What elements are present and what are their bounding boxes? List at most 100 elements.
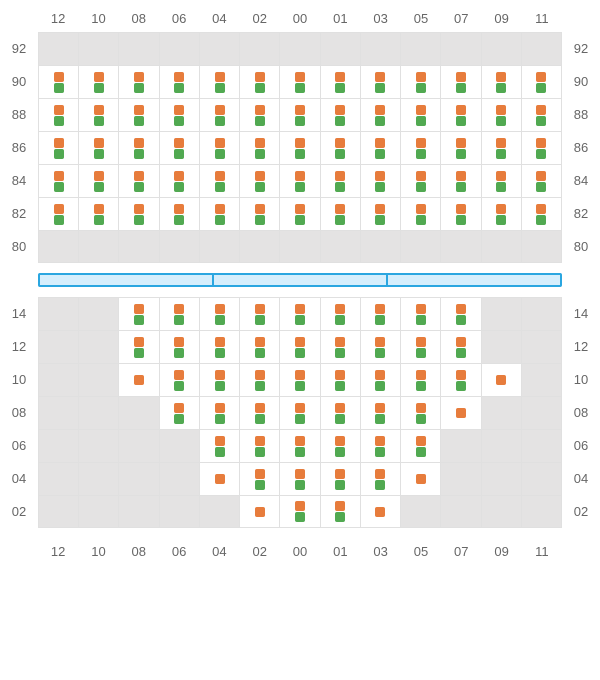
seat-cell[interactable] (240, 165, 280, 197)
seat-cell[interactable] (401, 331, 441, 363)
seat-cell[interactable] (280, 397, 320, 429)
seat-cell[interactable] (240, 99, 280, 131)
seat-cell[interactable] (321, 66, 361, 98)
seat-cell[interactable] (441, 99, 481, 131)
seat-cell[interactable] (160, 364, 200, 396)
seat-cell[interactable] (401, 463, 441, 495)
seat-cell[interactable] (119, 331, 159, 363)
seat-cell[interactable] (361, 66, 401, 98)
seat-cell[interactable] (321, 198, 361, 230)
seat-cell[interactable] (119, 165, 159, 197)
seat-cell[interactable] (160, 397, 200, 429)
seat-cell[interactable] (321, 463, 361, 495)
seat-cell[interactable] (240, 463, 280, 495)
seat-cell[interactable] (441, 397, 481, 429)
seat-cell[interactable] (240, 430, 280, 462)
seat-cell[interactable] (200, 165, 240, 197)
seat-cell[interactable] (160, 99, 200, 131)
seat-cell[interactable] (200, 364, 240, 396)
seat-cell[interactable] (441, 364, 481, 396)
seat-cell[interactable] (119, 66, 159, 98)
seat-cell[interactable] (361, 364, 401, 396)
seat-cell[interactable] (200, 331, 240, 363)
seat-cell[interactable] (39, 198, 79, 230)
seat-cell[interactable] (280, 198, 320, 230)
seat-cell[interactable] (240, 364, 280, 396)
seat-cell[interactable] (280, 298, 320, 330)
seat-cell[interactable] (441, 132, 481, 164)
seat-cell[interactable] (401, 364, 441, 396)
seat-cell[interactable] (200, 397, 240, 429)
seat-cell[interactable] (401, 99, 441, 131)
seat-cell[interactable] (240, 331, 280, 363)
seat-cell[interactable] (160, 198, 200, 230)
seat-cell[interactable] (482, 132, 522, 164)
seat-cell[interactable] (482, 165, 522, 197)
seat-cell[interactable] (361, 298, 401, 330)
seat-cell[interactable] (240, 397, 280, 429)
seat-cell[interactable] (361, 496, 401, 527)
seat-cell[interactable] (39, 165, 79, 197)
seat-cell[interactable] (39, 99, 79, 131)
seat-cell[interactable] (79, 132, 119, 164)
seat-cell[interactable] (79, 99, 119, 131)
seat-cell[interactable] (361, 463, 401, 495)
seat-cell[interactable] (240, 132, 280, 164)
seat-cell[interactable] (280, 132, 320, 164)
seat-cell[interactable] (401, 132, 441, 164)
seat-cell[interactable] (321, 331, 361, 363)
seat-cell[interactable] (79, 165, 119, 197)
seat-cell[interactable] (39, 132, 79, 164)
seat-cell[interactable] (240, 298, 280, 330)
seat-cell[interactable] (240, 66, 280, 98)
seat-cell[interactable] (240, 496, 280, 527)
seat-cell[interactable] (361, 397, 401, 429)
seat-cell[interactable] (361, 132, 401, 164)
seat-cell[interactable] (280, 463, 320, 495)
seat-cell[interactable] (321, 99, 361, 131)
seat-cell[interactable] (280, 430, 320, 462)
seat-cell[interactable] (200, 463, 240, 495)
seat-cell[interactable] (401, 66, 441, 98)
seat-cell[interactable] (200, 132, 240, 164)
seat-cell[interactable] (401, 198, 441, 230)
seat-cell[interactable] (119, 198, 159, 230)
seat-cell[interactable] (361, 331, 401, 363)
seat-cell[interactable] (160, 165, 200, 197)
seat-cell[interactable] (119, 364, 159, 396)
seat-cell[interactable] (321, 298, 361, 330)
seat-cell[interactable] (79, 66, 119, 98)
seat-cell[interactable] (522, 132, 562, 164)
seat-cell[interactable] (441, 331, 481, 363)
seat-cell[interactable] (482, 364, 522, 396)
seat-cell[interactable] (200, 66, 240, 98)
seat-cell[interactable] (160, 66, 200, 98)
seat-cell[interactable] (522, 66, 562, 98)
seat-cell[interactable] (280, 331, 320, 363)
seat-cell[interactable] (280, 364, 320, 396)
seat-cell[interactable] (200, 430, 240, 462)
seat-cell[interactable] (441, 165, 481, 197)
seat-cell[interactable] (361, 99, 401, 131)
seat-cell[interactable] (522, 165, 562, 197)
seat-cell[interactable] (321, 397, 361, 429)
seat-cell[interactable] (441, 198, 481, 230)
seat-cell[interactable] (441, 298, 481, 330)
seat-cell[interactable] (482, 99, 522, 131)
seat-cell[interactable] (321, 364, 361, 396)
seat-cell[interactable] (401, 430, 441, 462)
seat-cell[interactable] (522, 198, 562, 230)
seat-cell[interactable] (119, 298, 159, 330)
seat-cell[interactable] (240, 198, 280, 230)
seat-cell[interactable] (441, 66, 481, 98)
seat-cell[interactable] (39, 66, 79, 98)
seat-cell[interactable] (401, 298, 441, 330)
seat-cell[interactable] (361, 430, 401, 462)
seat-cell[interactable] (361, 198, 401, 230)
seat-cell[interactable] (160, 132, 200, 164)
seat-cell[interactable] (321, 132, 361, 164)
seat-cell[interactable] (321, 165, 361, 197)
seat-cell[interactable] (321, 496, 361, 527)
seat-cell[interactable] (280, 99, 320, 131)
seat-cell[interactable] (200, 198, 240, 230)
